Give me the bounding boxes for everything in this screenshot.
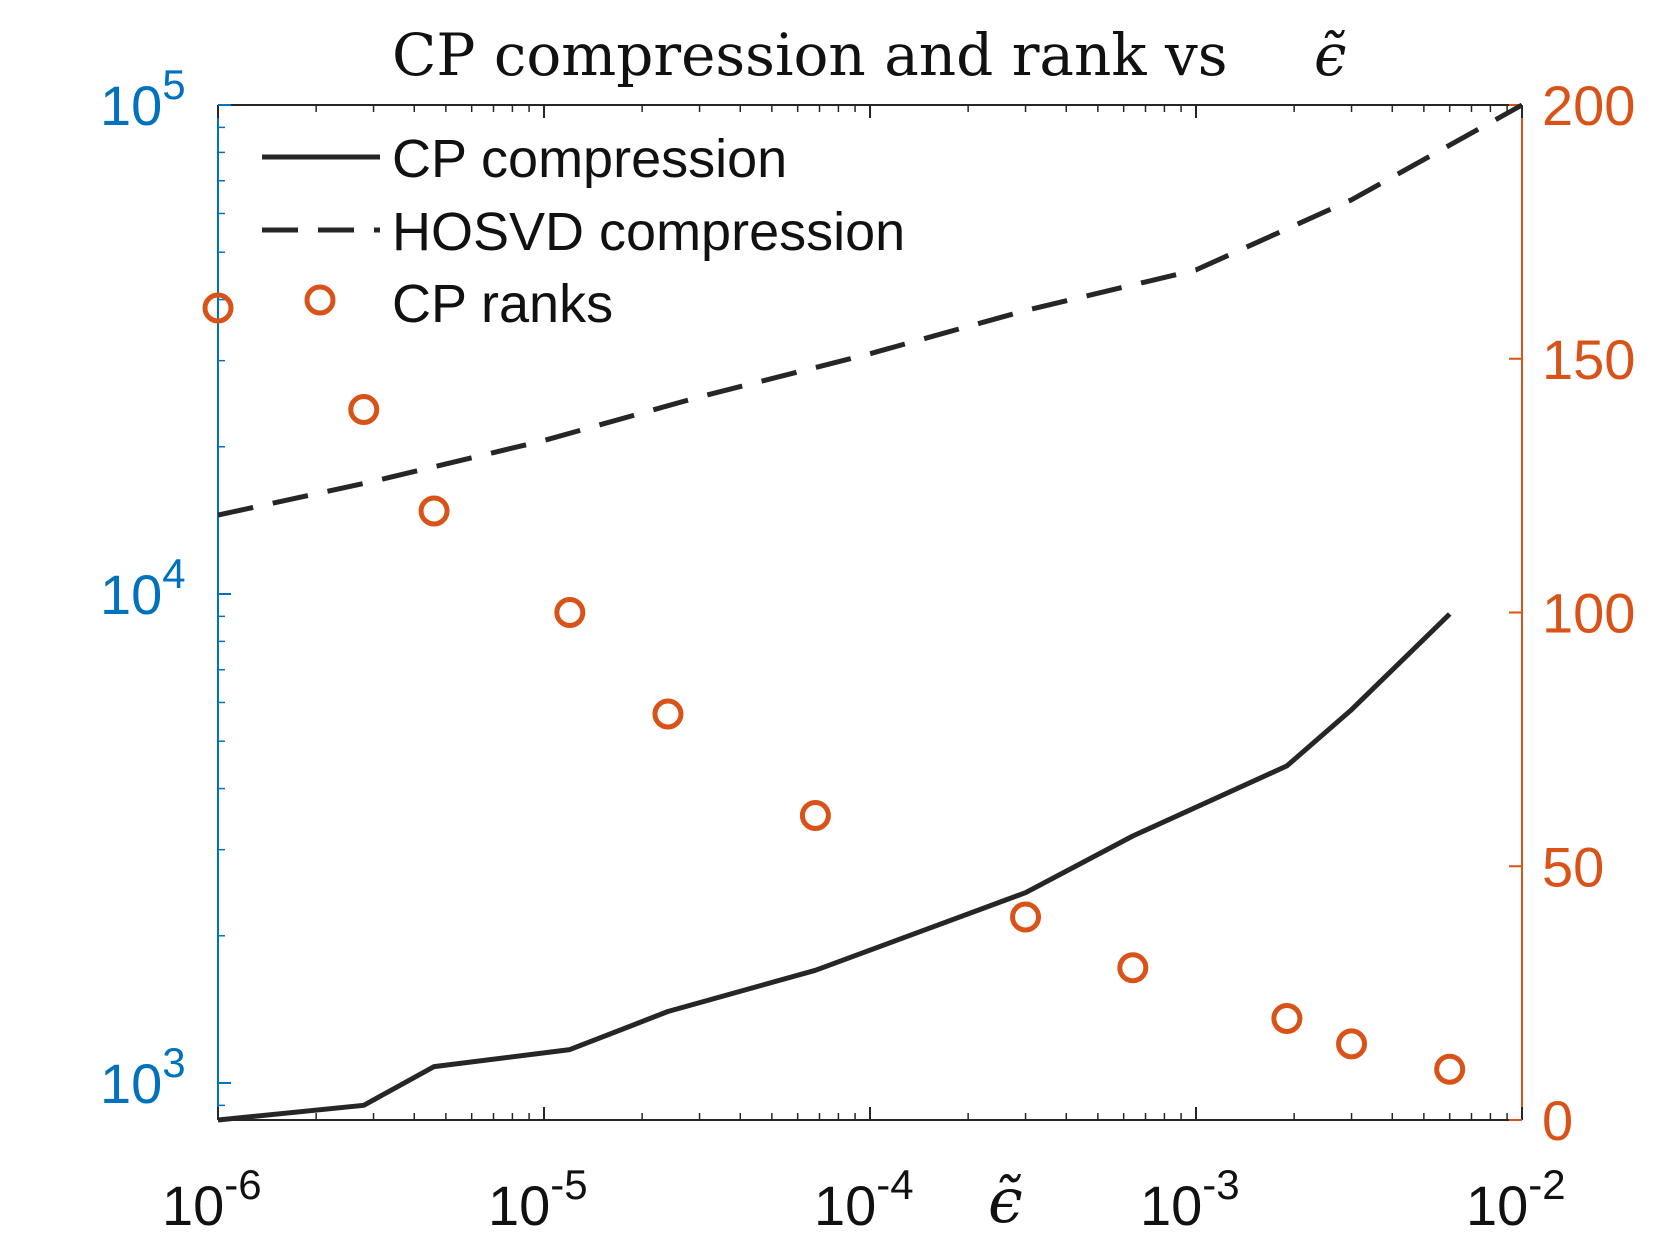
y-right-tick-label: 0 [1542,1089,1573,1152]
cp-ranks-point [1010,901,1042,933]
y-left-tick-exponent: 3 [162,1039,185,1086]
cp-ranks-point [1117,952,1149,984]
y-right-tick-label: 100 [1542,582,1635,645]
y-left-tick-label: 105 [100,61,186,137]
legend-label: CP ranks [392,274,613,334]
x-tick-exponent: -2 [1528,1161,1565,1208]
x-tick-label: 10-3 [1140,1161,1240,1237]
legend-label: CP compression [392,129,787,189]
x-tick-label: 10-4 [814,1161,914,1237]
x-tick-exponent: -6 [224,1161,261,1208]
y-right-tick-label: 200 [1542,74,1635,137]
x-tick-exponent: -5 [550,1161,587,1208]
cp-ranks-point [418,495,450,527]
cp-ranks-point [202,292,234,324]
chart-title: CP compression and rank vs [392,21,1227,89]
cp-ranks-point [652,698,684,730]
x-tick-exponent: -3 [1202,1161,1239,1208]
chart-title-symbol: ϵ̃ [1314,21,1346,89]
cp-ranks-point [348,394,380,425]
y-left-tick-exponent: 5 [162,61,185,108]
x-tick-label: 10-6 [162,1161,262,1237]
hosvd-compression-line [217,102,1524,518]
y-left-tick-label: 104 [100,550,186,626]
cp-ranks-point [1336,1028,1368,1060]
legend-marker-cp-ranks [304,284,336,316]
x-tick-exponent: -4 [876,1161,913,1208]
cp-ranks-point [1271,1003,1303,1034]
y-left-tick-exponent: 4 [162,550,185,597]
y-right-tick-label: 150 [1542,328,1635,391]
cp-compression-line [217,612,1452,1123]
legend-label: HOSVD compression [392,202,905,262]
cp-ranks-point [554,597,586,628]
cp-ranks-point [1434,1053,1466,1085]
y-left-tick-label: 103 [100,1039,186,1115]
x-tick-label: 10-5 [488,1161,588,1237]
y-right-tick-label: 50 [1542,835,1604,898]
x-tick-label: 10-2 [1466,1161,1566,1237]
x-axis-label: ϵ̃ [988,1164,1023,1237]
cp-ranks-point [799,800,831,831]
